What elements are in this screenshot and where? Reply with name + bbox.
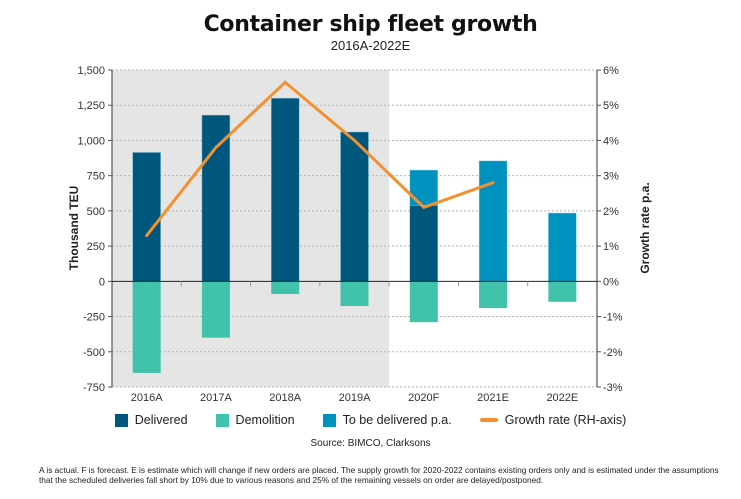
y-tick-label-right: 1% [603, 241, 619, 253]
y-tick-label-right: -1% [603, 312, 623, 324]
y-tick-label-right: -3% [603, 382, 623, 394]
x-tick-label: 2019A [339, 392, 371, 404]
legend-label-demolition: Demolition [235, 413, 295, 427]
bar-delivered [201, 114, 231, 282]
bar-to-be-delivered [478, 160, 508, 282]
bar-delivered [340, 131, 369, 282]
bar-delivered [409, 205, 439, 282]
legend-swatch-to-be-delivered [322, 413, 336, 427]
y-tick-label-right: 3% [603, 171, 619, 183]
x-tick-label: 2016A [131, 392, 163, 404]
legend-label-delivered: Delivered [134, 413, 188, 427]
y-tick-label-left: 1,000 [77, 135, 105, 147]
legend-label-to-be-delivered: To be delivered p.a. [342, 413, 452, 427]
chart-plot: -750 -500 -250 0 250 500 750 1,000 1,250 1,500 -3%… [67, 65, 652, 404]
bar-demolition [271, 281, 300, 295]
y-tick-label-right: -2% [603, 347, 623, 359]
y-tick-label-left: 250 [87, 241, 105, 253]
bar-demolition [201, 281, 230, 338]
y-tick-label-right: 2% [603, 206, 619, 218]
legend-label-growth-rate: Growth rate (RH-axis) [504, 413, 627, 427]
y-tick-label-left: 750 [87, 171, 105, 183]
x-tick-label: 2020F [408, 392, 439, 404]
y-tick-label-left: 500 [87, 206, 105, 218]
bar-delivered [132, 152, 161, 282]
legend-item-delivered: Delivered [114, 413, 188, 427]
chart-source: Source: BIMCO, Clarksons [310, 438, 431, 449]
bar-demolition [340, 281, 369, 306]
bar-demolition [132, 281, 161, 373]
legend-swatch-delivered [114, 413, 128, 427]
y-tick-label-right: 4% [603, 135, 619, 147]
x-tick-label: 2017A [200, 392, 232, 404]
legend-swatch-growth-rate [479, 418, 498, 422]
x-tick-label: 2022E [546, 392, 578, 404]
y-tick-label-left: 1,250 [77, 100, 105, 112]
y-tick-label-right: 0% [603, 276, 619, 288]
legend: Delivered Demolition To be delivered p.a… [0, 413, 741, 427]
footnote: A is actual. F is forecast. E is estimat… [39, 465, 719, 485]
x-tick-label: 2018A [269, 392, 301, 404]
bar-delivered [270, 97, 300, 282]
y-axis-title-left: Thousand TEU [67, 186, 81, 271]
x-tick-label: 2021E [477, 392, 509, 404]
y-tick-label-right: 5% [603, 100, 619, 112]
y-tick-label-right: 6% [603, 65, 619, 77]
y-tick-label-left: -750 [83, 382, 105, 394]
chart-title: Container ship fleet growth [203, 12, 538, 37]
y-tick-label-left: 0 [99, 276, 105, 288]
legend-item-growth-rate: Growth rate (RH-axis) [479, 413, 627, 427]
y-axis-title-right: Growth rate p.a. [638, 182, 652, 273]
growth-rate-line [145, 80, 495, 238]
legend-item-to-be-delivered: To be delivered p.a. [322, 413, 452, 427]
bar-demolition [479, 281, 508, 309]
legend-swatch-demolition [215, 413, 229, 427]
bar-demolition [409, 281, 438, 323]
y-tick-label-left: -250 [83, 312, 105, 324]
bar-to-be-delivered [548, 212, 577, 282]
chart-subtitle: 2016A-2022E [330, 38, 411, 53]
bar-demolition [548, 281, 577, 302]
y-tick-label-left: -500 [83, 347, 105, 359]
legend-item-demolition: Demolition [215, 413, 295, 427]
y-tick-label-left: 1,500 [77, 65, 105, 77]
